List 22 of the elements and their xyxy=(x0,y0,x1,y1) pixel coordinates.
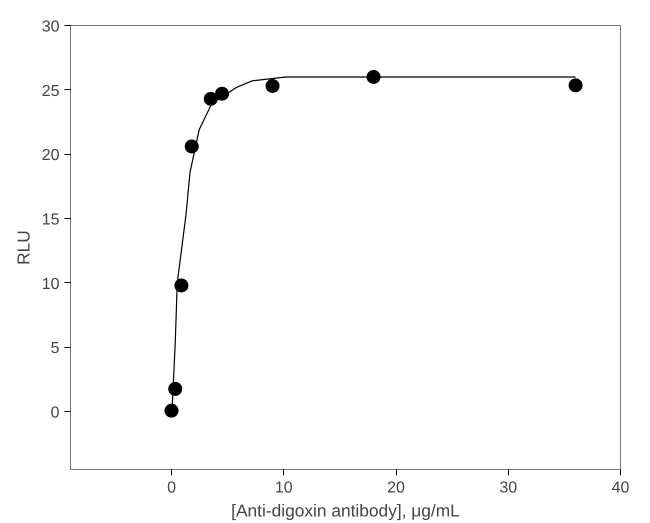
y-tick-label: 10 xyxy=(42,276,60,293)
y-axis-title: RLU xyxy=(14,230,34,265)
point xyxy=(174,278,188,292)
y-tick-label: 15 xyxy=(42,212,60,229)
y-tick-label: 0 xyxy=(50,404,60,422)
x-tick-label: 0 xyxy=(167,480,176,496)
y-tick-label: 30 xyxy=(42,18,60,36)
x-axis-title: [Anti-digoxin antibody], μg/mL xyxy=(231,500,460,520)
x-tick-label: 30 xyxy=(499,480,518,496)
y-tick-label: 20 xyxy=(42,147,60,164)
x-tick-label: 40 xyxy=(612,480,630,496)
point xyxy=(568,78,583,92)
point xyxy=(168,382,182,396)
x-tick-label: 10 xyxy=(274,480,293,496)
point xyxy=(164,404,179,418)
point xyxy=(215,86,230,101)
y-tick-label: 25 xyxy=(42,82,60,100)
point xyxy=(184,139,199,154)
point xyxy=(266,79,280,93)
y-tick-label: 5 xyxy=(50,340,60,358)
x-tick-label: 20 xyxy=(387,480,406,496)
point xyxy=(366,70,381,84)
